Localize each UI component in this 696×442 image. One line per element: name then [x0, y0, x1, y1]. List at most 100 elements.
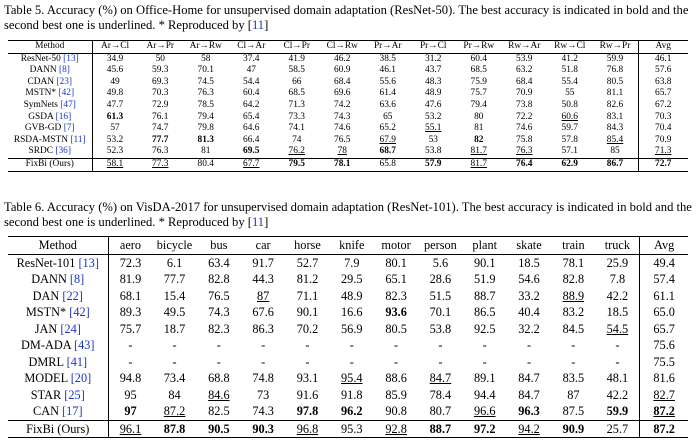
table5-caption-ref-link[interactable]: 11	[251, 18, 265, 32]
table5-value-text: 41.9	[288, 53, 305, 64]
table5-citation-link[interactable]: [36]	[55, 146, 71, 157]
table6-value-cell: 75.7	[108, 321, 152, 338]
table6-value-text: 18.5	[518, 255, 540, 270]
table6-header-cell: car	[241, 236, 286, 255]
table5-citation-link[interactable]: [23]	[56, 76, 73, 87]
table5-value-cell: 52.3	[92, 146, 138, 158]
table5-value-text: 58	[201, 53, 211, 64]
table6-value-text: -	[526, 338, 532, 352]
table6-value-cell: 87.5	[551, 403, 595, 420]
table6-value-text: 90.5	[208, 421, 230, 436]
table5-value-text: 80.4	[197, 158, 214, 169]
table5-method-name: GVB-GD	[24, 123, 64, 134]
table6-method-cell: ResNet-101 [13]	[8, 254, 109, 271]
table6-value-cell: -	[197, 354, 241, 371]
table6-citation-link[interactable]: [25]	[64, 387, 85, 402]
table6-value-cell: 90.1	[463, 254, 507, 271]
table6-citation-link[interactable]: [22]	[62, 288, 83, 303]
table5-citation-link[interactable]: [8]	[59, 65, 70, 76]
table5-value-text: 65.7	[655, 88, 672, 99]
table5-value-cell: 63.6	[365, 100, 411, 112]
table6-value-cell: 56.9	[330, 321, 374, 338]
table5-citation-link[interactable]: [7]	[63, 123, 75, 134]
table6-value-text: 81.6	[653, 371, 675, 385]
table6-value-text: 96.2	[341, 404, 363, 418]
table6-header-cell: bicycle	[152, 236, 197, 255]
table5-value-cell: 34.9	[92, 53, 138, 65]
table5-citation-link[interactable]: [47]	[60, 99, 76, 110]
table6-value-text: 86.3	[252, 321, 274, 336]
table6-caption-ref-link[interactable]: 11	[251, 215, 265, 229]
table5-value-text: 58.5	[288, 65, 305, 76]
table6-value-text: 74.3	[252, 404, 274, 418]
table5-value-cell: 81.1	[593, 88, 639, 100]
table5-caption-text: Table 5. Accuracy (%) on Office-Home for…	[4, 3, 689, 32]
table6-value-text: 85.9	[385, 387, 407, 402]
table5-header-cell: Rw→Ar	[501, 40, 547, 54]
table6-value-cell: -	[108, 354, 152, 371]
table5-value-cell: 84.3	[593, 123, 639, 135]
table6-value-text: -	[482, 338, 487, 352]
table6-citation-link[interactable]: [8]	[69, 272, 85, 286]
table6-value-cell: 97.8	[285, 403, 329, 420]
table6-value-text: 80.7	[429, 404, 452, 418]
table5-value-text: 76.8	[606, 65, 624, 76]
table6-value-text: 82.3	[208, 321, 230, 336]
table5-value-text: 66	[292, 76, 302, 87]
table5-value-cell: 50.8	[547, 100, 593, 112]
table5-value-cell: 76.2	[274, 146, 320, 158]
table6-value-text: 94.2	[518, 421, 540, 436]
table6-value-cell: 75.6	[639, 337, 688, 354]
table6-value-text: 94.8	[119, 371, 142, 385]
table5-value-text: 63.2	[516, 65, 533, 76]
table5-citation-link[interactable]: [42]	[58, 88, 75, 99]
table6-value-cell: 81.2	[285, 271, 329, 288]
table5-value-cell: 48.9	[411, 88, 457, 100]
table6-value-text: -	[305, 338, 310, 352]
table6-value-cell: 88.9	[551, 288, 595, 305]
table6-value-cell: 18.5	[596, 304, 640, 321]
table6-header-cell: plant	[462, 236, 507, 255]
table6-value-text: 80.1	[385, 255, 407, 270]
table6-citation-link[interactable]: [24]	[60, 321, 81, 336]
table5-value-cell: 53.8	[411, 146, 457, 158]
table6-citation-link[interactable]: [17]	[62, 404, 83, 418]
table5-value-text: 74.5	[197, 76, 214, 87]
table5-value-text: 74	[292, 134, 302, 145]
table5-citation-link[interactable]: [11]	[70, 134, 86, 145]
table6-value-cell: 7.9	[330, 254, 374, 271]
table6-method-name: DM-ADA	[21, 338, 74, 352]
table6-method-name: DMRL	[28, 354, 67, 369]
table5-value-text: 64.2	[243, 99, 260, 110]
table6-value-cell: 92.5	[463, 321, 507, 338]
table6-value-cell: -	[463, 337, 507, 354]
table6-citation-link[interactable]: [41]	[66, 354, 88, 369]
table6-citation-link[interactable]: [13]	[78, 255, 99, 270]
table5-value-cell: 78.1	[319, 157, 365, 172]
table6-method-cell: DMRL [41]	[8, 353, 109, 370]
table5-value-text: 58.1	[106, 158, 124, 169]
table5-citation-link[interactable]: [16]	[55, 111, 72, 122]
table6-value-cell: -	[108, 337, 152, 354]
table5-value-cell: 55	[547, 88, 593, 100]
table6-value-text: 88.7	[429, 421, 452, 436]
table5-citation-link[interactable]: [13]	[63, 53, 79, 64]
table6-table-row: STAR [25] 95 84 84.6 73 91.6 91.8 85.9 78.4 94.4 8…	[8, 386, 688, 404]
table5-value-cell: 63.8	[637, 76, 688, 89]
table6-citation-link[interactable]: [43]	[74, 338, 95, 352]
table6-value-cell: 80.7	[418, 403, 462, 420]
table5-table-row: GSDA [16] 61.3 76.1 79.4 65.4 73.3 74.3 65 53.2 8…	[8, 111, 688, 124]
table5-value-text: 55.6	[379, 76, 396, 87]
table6-value-text: -	[172, 338, 177, 352]
table6-citation-link[interactable]: [42]	[69, 305, 90, 319]
table6-value-text: 72.3	[119, 255, 142, 270]
table5-value-text: 68.5	[288, 88, 305, 99]
table5-value-text: 69.6	[334, 88, 351, 99]
table5-value-text: 37.4	[243, 53, 260, 64]
table5-value-text: 76.2	[288, 146, 305, 157]
table6-value-text: -	[349, 338, 354, 352]
table6-citation-link[interactable]: [20]	[70, 371, 92, 385]
table6-value-cell: 87	[551, 387, 595, 404]
table5-header-cell: Pr→Cl	[410, 40, 456, 54]
table6-value-text: 95	[124, 387, 137, 402]
